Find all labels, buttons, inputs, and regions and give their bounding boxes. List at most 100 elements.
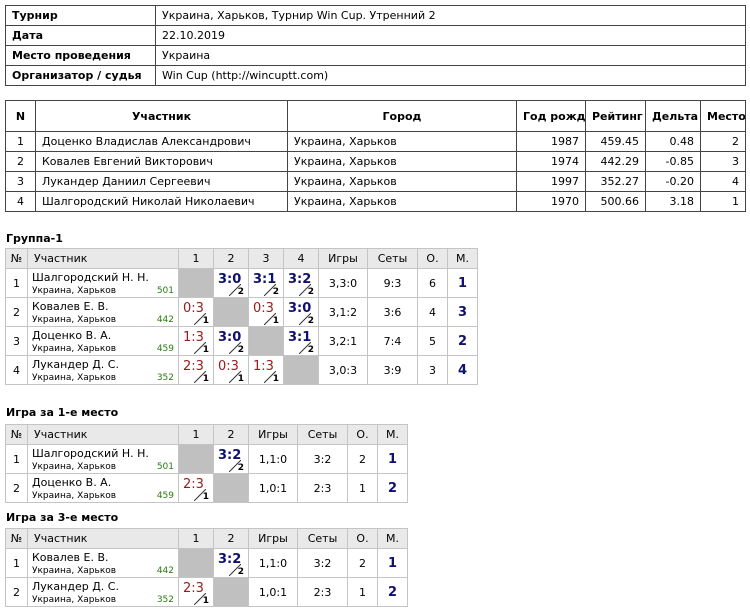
row-number: 1	[5, 444, 28, 474]
slash	[194, 371, 206, 383]
match-points: 2	[307, 316, 314, 326]
player-cell: Шалгородский Н. Н. Украина, Харьков 501	[27, 444, 179, 474]
slash	[299, 342, 311, 354]
games: 1,1:0	[248, 548, 298, 578]
cell: Ковалев Евгений Викторович	[35, 151, 288, 172]
player-name: Ковалев Е. В.	[32, 551, 109, 564]
score: 1:3	[253, 359, 274, 374]
empty-cell	[283, 355, 319, 385]
cell: Украина, Харьков	[287, 171, 517, 192]
sets: 3:6	[367, 297, 418, 327]
slash	[264, 284, 276, 296]
match-points: 2	[237, 463, 244, 473]
score: 3:2	[288, 272, 312, 287]
cell: Доценко Владислав Александрович	[35, 131, 288, 152]
score: 3:1	[288, 330, 312, 345]
slash-line	[194, 342, 206, 354]
result-cell: 3:1 2	[248, 268, 284, 298]
score: 0:3	[183, 301, 204, 316]
group-table: № Участник 1 2 Игры Сеты О. М. 1 Шалгородский Н. …	[5, 424, 408, 503]
empty-cell	[178, 444, 214, 474]
player-row: 2 Лукандер Д. С. Украина, Харьков 352 2:3 1 1,…	[5, 577, 408, 607]
cell: 4	[5, 191, 36, 212]
cell: Лукандер Даниил Сергеевич	[35, 171, 288, 192]
cell: Украина, Харьков	[287, 191, 517, 212]
info-row: Дата 22.10.2019	[5, 25, 746, 46]
empty-cell	[248, 326, 284, 356]
player-rating: 459	[156, 491, 174, 501]
slash	[229, 284, 241, 296]
score: 3:1	[253, 272, 277, 287]
score: 2:3	[183, 359, 204, 374]
match-points: 1	[202, 596, 209, 606]
empty-cell	[178, 548, 214, 578]
result-cell: 3:0 2	[213, 268, 249, 298]
place: 1	[447, 268, 478, 298]
column-header: Игры	[248, 424, 298, 445]
points: 2	[347, 548, 378, 578]
slash	[229, 342, 241, 354]
slash-line	[229, 342, 241, 354]
player-name: Ковалев Е. В.	[32, 300, 109, 313]
player-row: 1 Шалгородский Н. Н. Украина, Харьков 501 3:…	[5, 444, 408, 474]
cell: 4	[700, 171, 746, 192]
slash	[264, 313, 276, 325]
points: 6	[417, 268, 448, 298]
games: 3,2:1	[318, 326, 368, 356]
cell: 3	[5, 171, 36, 192]
result-cell: 3:0 2	[213, 326, 249, 356]
cell: 2	[5, 151, 36, 172]
cell: -0.85	[645, 151, 701, 172]
participants-table: N Участник Город Год рожд. Рейтинг Дельта Мест…	[5, 100, 746, 212]
column-header: №	[5, 424, 28, 445]
player-city: Украина, Харьков	[32, 315, 117, 325]
cell: 2	[700, 131, 746, 152]
group-title: Группа-1	[6, 232, 63, 245]
cell: Шалгородский Николай Николаевич	[35, 191, 288, 212]
points: 1	[347, 473, 378, 503]
group-table: № Участник 1 2 3 4 Игры Сеты О. М. 1 Шалгородский Н…	[5, 248, 478, 385]
match-points: 2	[237, 567, 244, 577]
sets: 3:2	[297, 548, 348, 578]
player-row: 2 Доценко В. А. Украина, Харьков 459 2:3 1 1,0…	[5, 473, 408, 503]
row-number: 2	[5, 577, 28, 607]
player-rating: 459	[156, 344, 174, 354]
sets: 2:3	[297, 473, 348, 503]
info-label: Дата	[5, 25, 156, 46]
place: 2	[377, 577, 408, 607]
column-header: М.	[377, 528, 408, 549]
info-label: Место проведения	[5, 45, 156, 66]
slash-line	[229, 284, 241, 296]
match-points: 1	[202, 374, 209, 384]
column-header: 1	[178, 424, 214, 445]
player-cell: Доценко В. А. Украина, Харьков 459	[27, 326, 179, 356]
result-cell: 3:2 2	[213, 548, 249, 578]
group-title: Игра за 3-е место	[6, 511, 119, 524]
sets: 2:3	[297, 577, 348, 607]
slash	[194, 313, 206, 325]
cell: 500.66	[585, 191, 646, 212]
match-points: 1	[237, 374, 244, 384]
column-header: О.	[417, 248, 448, 269]
column-header: Игры	[318, 248, 368, 269]
player-rating: 501	[156, 462, 174, 472]
sets: 9:3	[367, 268, 418, 298]
slash-line	[264, 371, 276, 383]
cell: 3	[700, 151, 746, 172]
column-header: Сеты	[367, 248, 418, 269]
column-header: Участник	[27, 528, 179, 549]
slash-line	[299, 284, 311, 296]
slash	[194, 342, 206, 354]
player-rating: 442	[156, 566, 174, 576]
info-value: Win Cup (http://wincuptt.com)	[155, 65, 746, 86]
score: 3:0	[218, 330, 242, 345]
place: 1	[377, 548, 408, 578]
column-header: 1	[178, 528, 214, 549]
player-city: Украина, Харьков	[32, 286, 117, 296]
slash	[264, 371, 276, 383]
place: 4	[447, 355, 478, 385]
info-row: Место проведения Украина	[5, 45, 746, 66]
player-rating: 352	[156, 595, 174, 605]
player-cell: Ковалев Е. В. Украина, Харьков 442	[27, 548, 179, 578]
player-rating: 352	[156, 373, 174, 383]
